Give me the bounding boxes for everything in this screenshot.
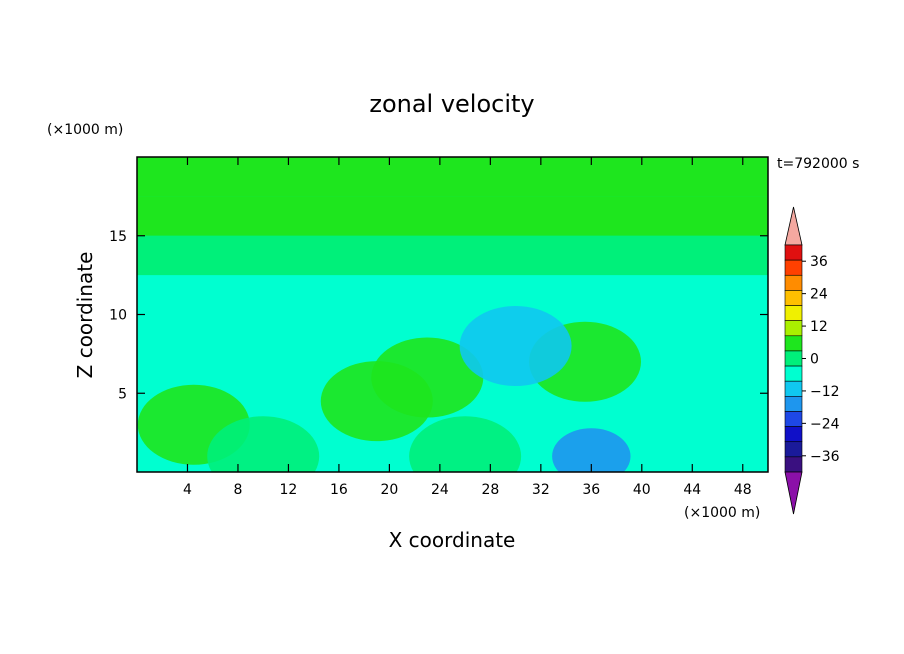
colorbar-tick-label: −24 bbox=[810, 416, 840, 432]
colorbar-tick-label: 24 bbox=[810, 287, 828, 303]
colorbar-segment bbox=[784, 441, 803, 458]
field-feature bbox=[207, 416, 320, 472]
colorbar-segment bbox=[784, 259, 803, 276]
x-tick-label: 28 bbox=[481, 482, 499, 498]
x-unit-label: (×1000 m) bbox=[684, 505, 760, 521]
colorbar-segment bbox=[784, 335, 803, 352]
time-label: t=792000 s bbox=[777, 156, 859, 172]
field-features bbox=[137, 306, 642, 472]
colorbar-segment bbox=[784, 426, 803, 443]
x-tick-label: 12 bbox=[280, 482, 298, 498]
x-tick-label: 20 bbox=[380, 482, 398, 498]
x-tick-label: 40 bbox=[633, 482, 651, 498]
y-unit-label: (×1000 m) bbox=[47, 122, 123, 138]
x-tick-label: 4 bbox=[183, 482, 192, 498]
colorbar-over-triangle bbox=[784, 206, 803, 246]
colorbar-segment bbox=[784, 411, 803, 427]
colorbar-tick-label: −36 bbox=[810, 449, 840, 465]
field-feature bbox=[552, 428, 631, 472]
x-tick-label: 24 bbox=[431, 482, 449, 498]
colorbar-segment bbox=[784, 274, 803, 291]
field-feature bbox=[371, 337, 484, 418]
colorbar: 36 24 12 0 −12 −24 −36 bbox=[784, 206, 840, 515]
y-axis: 5 10 15 bbox=[109, 229, 768, 402]
colorbar-segment bbox=[784, 380, 803, 397]
field-band bbox=[137, 196, 768, 236]
colorbar-tick-label: 12 bbox=[810, 319, 828, 335]
colorbar-segment bbox=[784, 396, 803, 412]
x-tick-label: 44 bbox=[683, 482, 701, 498]
x-tick-label: 8 bbox=[233, 482, 242, 498]
x-tick-label: 32 bbox=[532, 482, 550, 498]
x-tick-label: 36 bbox=[582, 482, 600, 498]
y-tick-label: 15 bbox=[109, 229, 127, 245]
colorbar-segment bbox=[784, 365, 803, 382]
field-band bbox=[137, 157, 768, 197]
y-tick-label: 10 bbox=[109, 308, 127, 324]
field-feature bbox=[459, 306, 572, 386]
colorbar-segment bbox=[784, 320, 803, 337]
x-tick-label: 48 bbox=[734, 482, 752, 498]
y-tick-label: 5 bbox=[118, 386, 127, 402]
colorbar-under-triangle bbox=[784, 471, 803, 515]
x-tick-label: 16 bbox=[330, 482, 348, 498]
colorbar-segment bbox=[784, 456, 803, 473]
x-axis: 4 8 12 16 20 24 28 32 36 40 44 48 bbox=[183, 157, 752, 498]
field-feature bbox=[409, 416, 522, 472]
field-band bbox=[137, 235, 768, 276]
colorbar-tick-label: 0 bbox=[810, 352, 819, 368]
colorbar-tick-label: −12 bbox=[810, 384, 840, 400]
colorbar-segment bbox=[784, 350, 803, 367]
colorbar-segment bbox=[784, 244, 803, 261]
chart-title: zonal velocity bbox=[369, 90, 534, 118]
y-axis-label: Z coordinate bbox=[73, 252, 97, 379]
x-axis-label: X coordinate bbox=[389, 528, 516, 552]
heatmap-area bbox=[137, 157, 768, 472]
colorbar-segment bbox=[784, 290, 803, 306]
colorbar-segment bbox=[784, 305, 803, 321]
colorbar-tick-label: 36 bbox=[810, 254, 828, 270]
